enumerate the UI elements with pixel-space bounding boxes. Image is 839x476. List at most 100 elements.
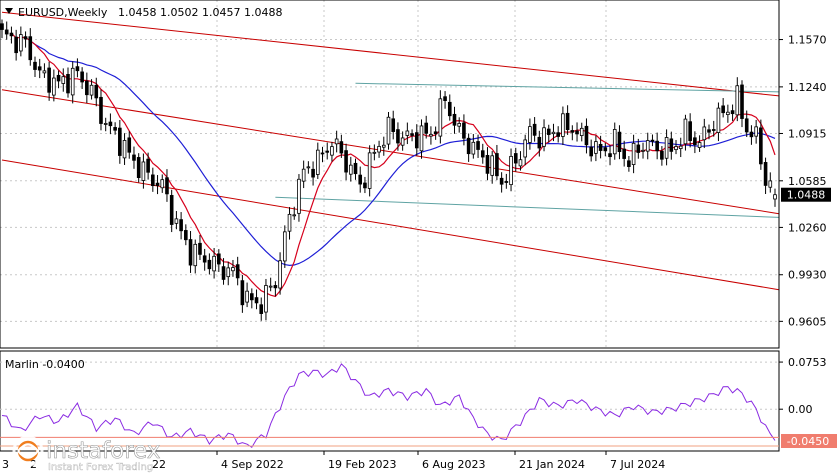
candle-body xyxy=(622,148,626,159)
candle xyxy=(132,146,136,169)
caret-down-icon[interactable] xyxy=(5,8,13,14)
candle xyxy=(627,156,631,172)
candle xyxy=(52,69,56,102)
candle-body xyxy=(37,66,42,71)
candle-body xyxy=(47,67,51,93)
candle xyxy=(278,252,282,295)
candle xyxy=(683,114,688,151)
price-tick-label: 1.0915 xyxy=(788,127,827,140)
candle xyxy=(466,133,471,162)
candle-body xyxy=(400,137,405,146)
candle-body xyxy=(268,285,273,288)
candle xyxy=(674,139,678,155)
candle-body xyxy=(33,61,37,70)
candle xyxy=(363,176,367,194)
candle-body xyxy=(631,142,636,165)
candle xyxy=(235,256,240,286)
candle-body xyxy=(716,107,721,133)
candle-body xyxy=(89,84,94,96)
candle xyxy=(226,261,231,286)
candle xyxy=(70,61,75,104)
candle xyxy=(429,126,433,145)
candle xyxy=(306,161,311,174)
candle-body xyxy=(419,125,424,152)
candle-body xyxy=(240,280,245,306)
candle xyxy=(193,239,198,274)
candle-body xyxy=(52,77,56,96)
candle-body xyxy=(193,243,198,267)
candle xyxy=(556,126,560,143)
candle-body xyxy=(28,36,33,61)
candle-body xyxy=(726,111,730,116)
candle xyxy=(207,253,212,275)
price-tick-label: 0.9930 xyxy=(788,269,827,282)
candle xyxy=(231,259,235,277)
channel-red_middle-line xyxy=(1,89,780,215)
candle-body xyxy=(259,304,264,314)
candle-body xyxy=(132,154,136,161)
candle-body xyxy=(14,36,18,54)
oscillator-title: Marlin -0.0400 xyxy=(5,358,85,371)
candle-body xyxy=(678,145,683,150)
candle xyxy=(711,120,716,137)
candle-body xyxy=(528,126,532,143)
candle xyxy=(438,90,443,144)
candle xyxy=(424,115,429,139)
candle xyxy=(617,125,622,160)
candle xyxy=(716,102,721,142)
candle-body xyxy=(490,155,495,176)
candle xyxy=(37,58,42,79)
candle-body xyxy=(537,136,542,149)
candle-body xyxy=(334,138,339,145)
candle-body xyxy=(85,80,89,96)
candle xyxy=(645,132,650,160)
candle-body xyxy=(509,155,513,186)
candle xyxy=(108,113,113,135)
candle xyxy=(381,136,386,156)
candle-body xyxy=(311,168,315,178)
candle-body xyxy=(42,70,47,74)
candle xyxy=(89,79,94,100)
candle xyxy=(151,167,155,192)
candle-body xyxy=(4,29,9,35)
candle xyxy=(400,131,405,151)
current-price-label: 1.0488 xyxy=(787,189,826,202)
candle xyxy=(721,98,725,118)
candle-body xyxy=(348,164,353,175)
channel-red_upper-line xyxy=(1,11,780,97)
candle xyxy=(292,206,297,220)
candle-body xyxy=(556,132,560,137)
time-tick-label-partial: 3 xyxy=(2,458,9,471)
candle xyxy=(103,117,108,132)
candle-body xyxy=(80,71,84,83)
candle-body xyxy=(113,127,117,131)
candle xyxy=(61,68,66,92)
candle-body xyxy=(23,36,28,40)
candle xyxy=(348,156,353,182)
candle xyxy=(325,142,330,160)
candle-body xyxy=(70,67,75,96)
candle xyxy=(122,133,127,165)
candle xyxy=(693,131,697,154)
candle-body xyxy=(504,181,509,183)
candle xyxy=(688,113,692,148)
candle xyxy=(773,188,777,207)
candle xyxy=(273,281,278,297)
candle xyxy=(14,29,18,61)
candle-body xyxy=(127,137,132,153)
oscillator-value-label: -0.0450 xyxy=(787,435,829,448)
oscillator-tick-label: 0.0753 xyxy=(788,356,827,369)
candle xyxy=(551,123,556,142)
logo-brand-text: instaforex xyxy=(46,438,161,464)
candle-body xyxy=(570,130,575,133)
candle-body xyxy=(320,152,325,155)
channel-red_lower-line xyxy=(1,159,780,291)
candle-body xyxy=(457,123,462,127)
candle xyxy=(740,80,744,128)
candle xyxy=(282,225,287,268)
logo-ring-outer xyxy=(12,435,44,467)
candle-body xyxy=(301,168,306,182)
candle-body xyxy=(480,150,485,158)
candle xyxy=(94,77,99,107)
